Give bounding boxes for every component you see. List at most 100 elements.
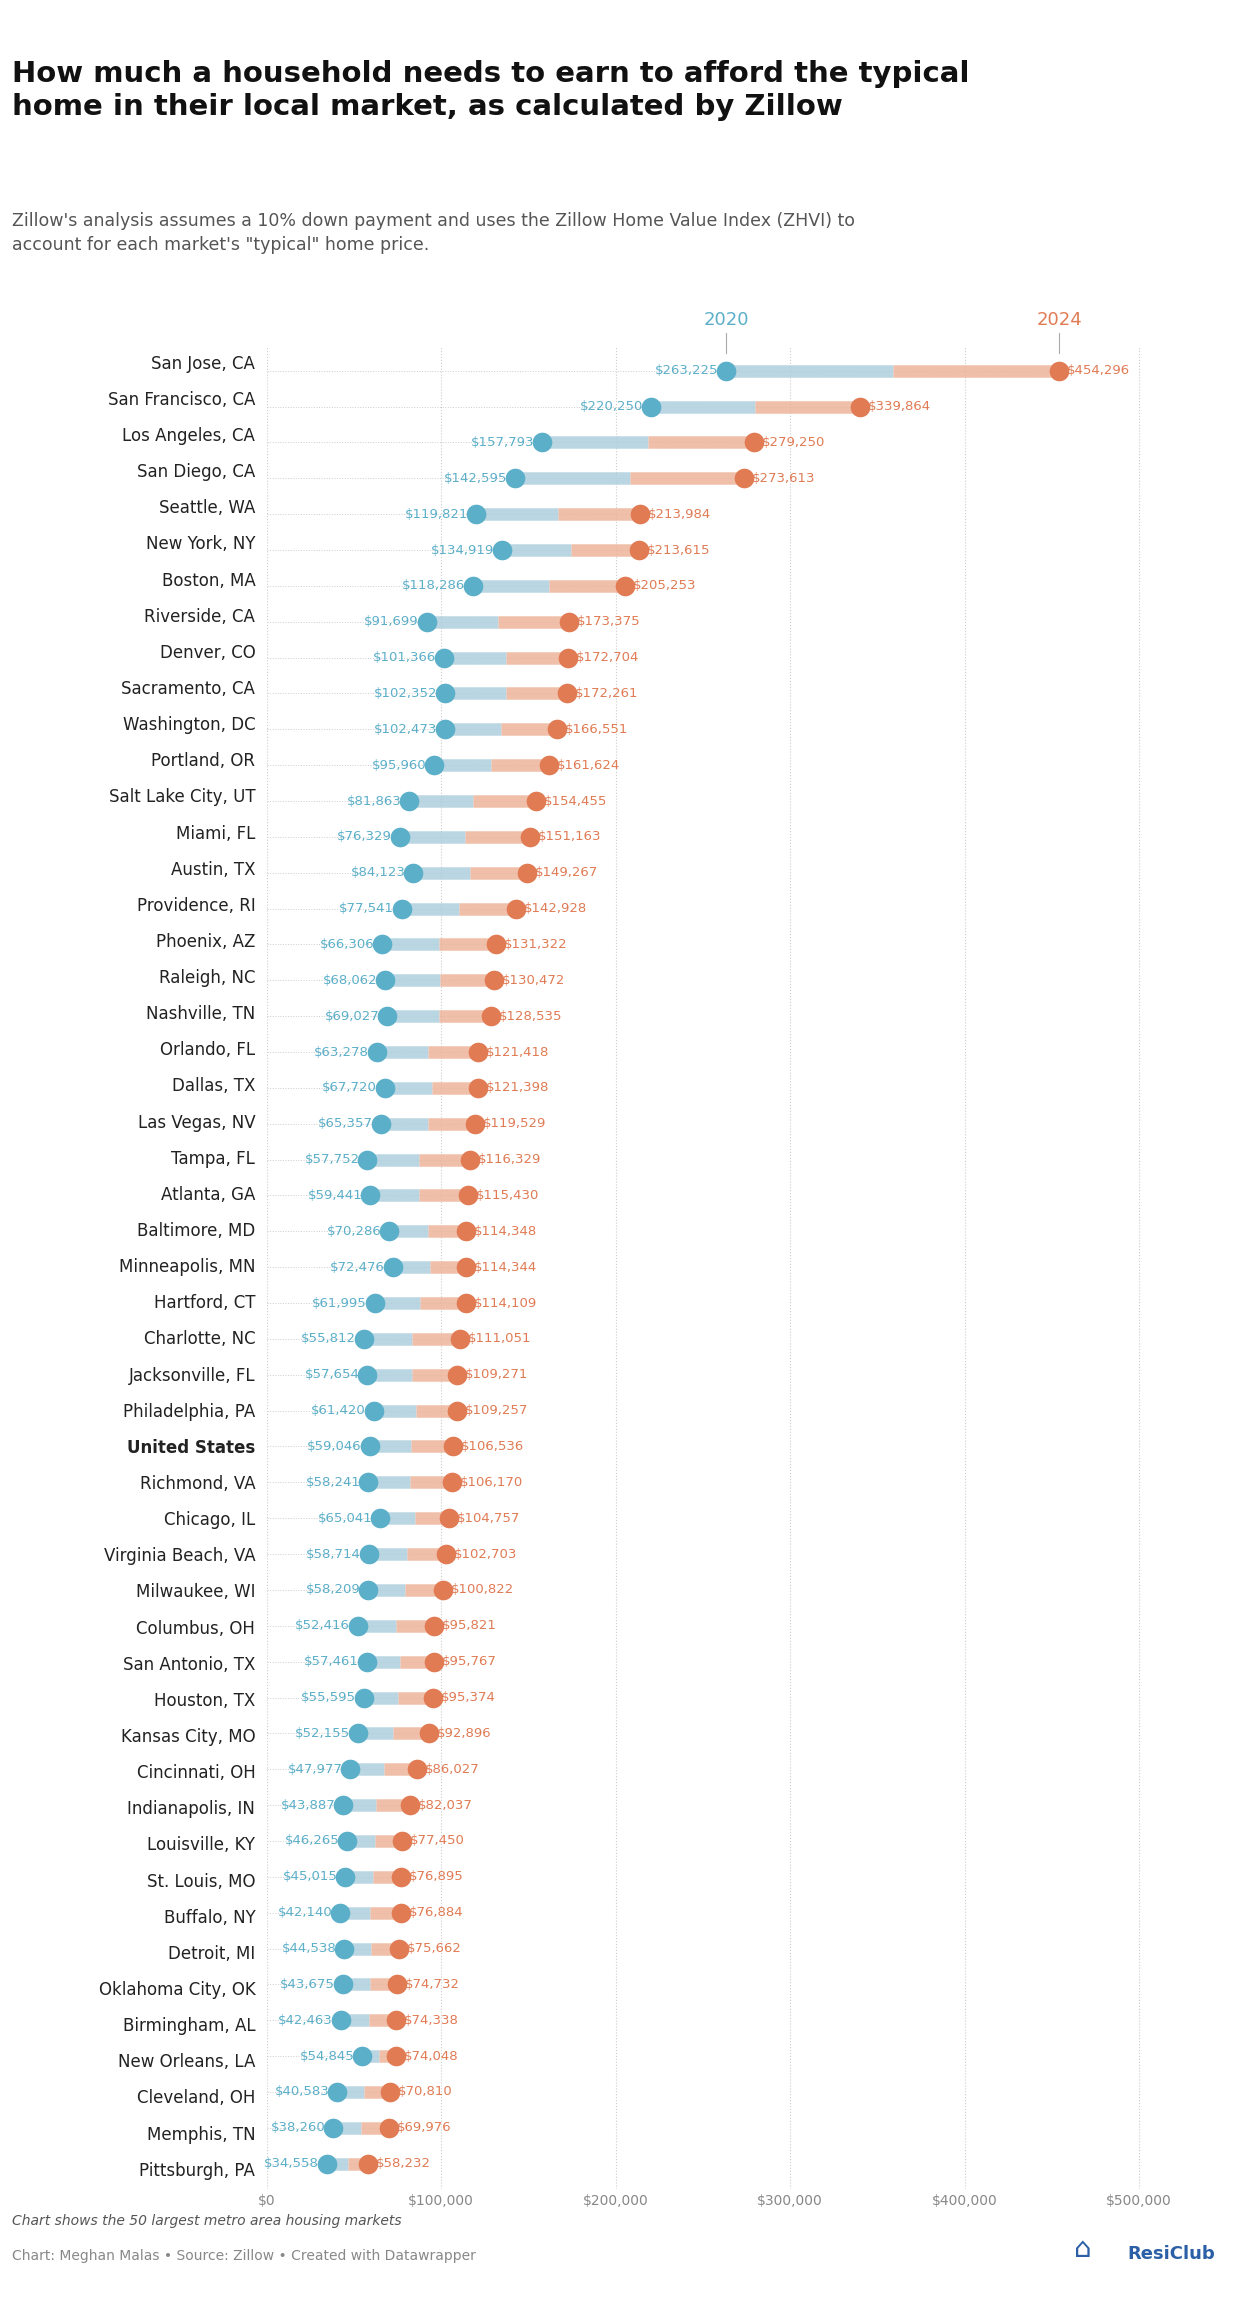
Point — [526, 783, 546, 820]
Text: $55,595: $55,595 — [301, 1691, 356, 1705]
Text: Austin, TX: Austin, TX — [171, 862, 255, 878]
Point — [448, 1357, 467, 1394]
Text: $74,048: $74,048 — [404, 2051, 459, 2062]
Point — [532, 424, 552, 461]
Point — [358, 1571, 378, 1608]
Point — [456, 1212, 476, 1249]
Text: Baltimore, MD: Baltimore, MD — [138, 1221, 255, 1240]
Point — [387, 1965, 407, 2002]
Text: Columbus, OH: Columbus, OH — [136, 1620, 255, 1638]
Text: Las Vegas, NV: Las Vegas, NV — [138, 1113, 255, 1131]
Text: $161,624: $161,624 — [557, 758, 620, 772]
Point — [538, 746, 558, 783]
Point — [466, 495, 486, 532]
Text: $95,960: $95,960 — [372, 758, 427, 772]
Point — [435, 712, 455, 749]
Text: Nashville, TN: Nashville, TN — [146, 1005, 255, 1023]
Text: San Francisco, CA: San Francisco, CA — [108, 392, 255, 408]
Point — [417, 604, 436, 641]
Text: Seattle, WA: Seattle, WA — [159, 500, 255, 516]
Point — [391, 1894, 410, 1931]
Point — [389, 818, 409, 855]
Point — [744, 424, 764, 461]
Text: $172,261: $172,261 — [575, 687, 639, 700]
Text: Oklahoma City, OK: Oklahoma City, OK — [98, 1981, 255, 2000]
Point — [334, 1786, 353, 1822]
Point — [330, 1894, 350, 1931]
Text: Riverside, CA: Riverside, CA — [144, 608, 255, 627]
Text: $76,884: $76,884 — [409, 1905, 464, 1919]
Text: Miami, FL: Miami, FL — [176, 825, 255, 843]
Point — [357, 1140, 377, 1177]
Text: Memphis, TN: Memphis, TN — [146, 2127, 255, 2143]
Text: How much a household needs to earn to afford the typical
home in their local mar: How much a household needs to earn to af… — [12, 60, 970, 122]
Point — [327, 2074, 347, 2110]
Text: 2020: 2020 — [703, 311, 749, 329]
Text: $121,418: $121,418 — [486, 1046, 549, 1058]
Point — [456, 1286, 476, 1322]
Point — [361, 1177, 381, 1214]
Text: Richmond, VA: Richmond, VA — [140, 1475, 255, 1493]
Point — [641, 387, 661, 424]
Text: $57,752: $57,752 — [304, 1152, 360, 1166]
Point — [559, 604, 579, 641]
Text: $109,257: $109,257 — [465, 1403, 528, 1417]
Text: $95,767: $95,767 — [441, 1654, 496, 1668]
Text: $70,286: $70,286 — [326, 1226, 382, 1237]
Text: ResiClub: ResiClub — [1127, 2244, 1215, 2263]
Point — [388, 1931, 408, 1968]
Point — [347, 1714, 367, 1751]
Text: Detroit, MI: Detroit, MI — [169, 1945, 255, 1963]
Point — [715, 353, 735, 389]
Text: 2024: 2024 — [1037, 311, 1083, 329]
Point — [434, 638, 454, 675]
Point — [379, 1212, 399, 1249]
Text: $130,472: $130,472 — [502, 975, 565, 986]
Text: Indianapolis, IN: Indianapolis, IN — [128, 1799, 255, 1818]
Text: $454,296: $454,296 — [1068, 364, 1131, 378]
Text: Houston, TX: Houston, TX — [154, 1691, 255, 1710]
Text: $157,793: $157,793 — [471, 435, 534, 449]
Text: $61,995: $61,995 — [312, 1297, 367, 1309]
Text: $119,821: $119,821 — [404, 507, 467, 521]
Text: $104,757: $104,757 — [458, 1511, 521, 1525]
Text: $81,863: $81,863 — [347, 795, 402, 806]
Point — [332, 1965, 352, 2002]
Text: $75,662: $75,662 — [407, 1942, 461, 1956]
Text: Kansas City, MO: Kansas City, MO — [120, 1728, 255, 1746]
Text: Orlando, FL: Orlando, FL — [160, 1041, 255, 1060]
Text: $52,416: $52,416 — [295, 1620, 350, 1631]
Text: Jacksonville, FL: Jacksonville, FL — [129, 1366, 255, 1385]
Point — [386, 2037, 405, 2074]
Text: Pittsburgh, PA: Pittsburgh, PA — [139, 2161, 255, 2180]
Point — [353, 1680, 373, 1716]
Point — [521, 818, 541, 855]
Text: Tampa, FL: Tampa, FL — [171, 1150, 255, 1168]
Point — [419, 1714, 439, 1751]
Point — [469, 1069, 489, 1106]
Text: $42,463: $42,463 — [278, 2014, 332, 2028]
Text: $47,977: $47,977 — [288, 1763, 342, 1776]
Point — [367, 1034, 387, 1071]
Text: $84,123: $84,123 — [351, 866, 405, 880]
Text: $166,551: $166,551 — [565, 723, 629, 735]
Point — [360, 1537, 379, 1574]
Point — [324, 2110, 343, 2147]
Point — [433, 1571, 453, 1608]
Text: $43,887: $43,887 — [280, 1799, 335, 1811]
Text: Portland, OR: Portland, OR — [151, 751, 255, 770]
Text: $45,015: $45,015 — [283, 1871, 337, 1882]
Text: $65,041: $65,041 — [317, 1511, 372, 1525]
Text: $119,529: $119,529 — [484, 1117, 547, 1131]
Point — [486, 926, 506, 963]
Text: $38,260: $38,260 — [270, 2122, 326, 2134]
Point — [460, 1140, 480, 1177]
Text: $263,225: $263,225 — [655, 364, 718, 378]
Point — [465, 1106, 485, 1143]
Text: $102,352: $102,352 — [374, 687, 438, 700]
Point — [1049, 353, 1069, 389]
Text: Cincinnati, OH: Cincinnati, OH — [136, 1765, 255, 1783]
Text: Minneapolis, MN: Minneapolis, MN — [119, 1258, 255, 1276]
Text: $114,109: $114,109 — [474, 1297, 537, 1309]
Text: $59,441: $59,441 — [308, 1189, 362, 1203]
